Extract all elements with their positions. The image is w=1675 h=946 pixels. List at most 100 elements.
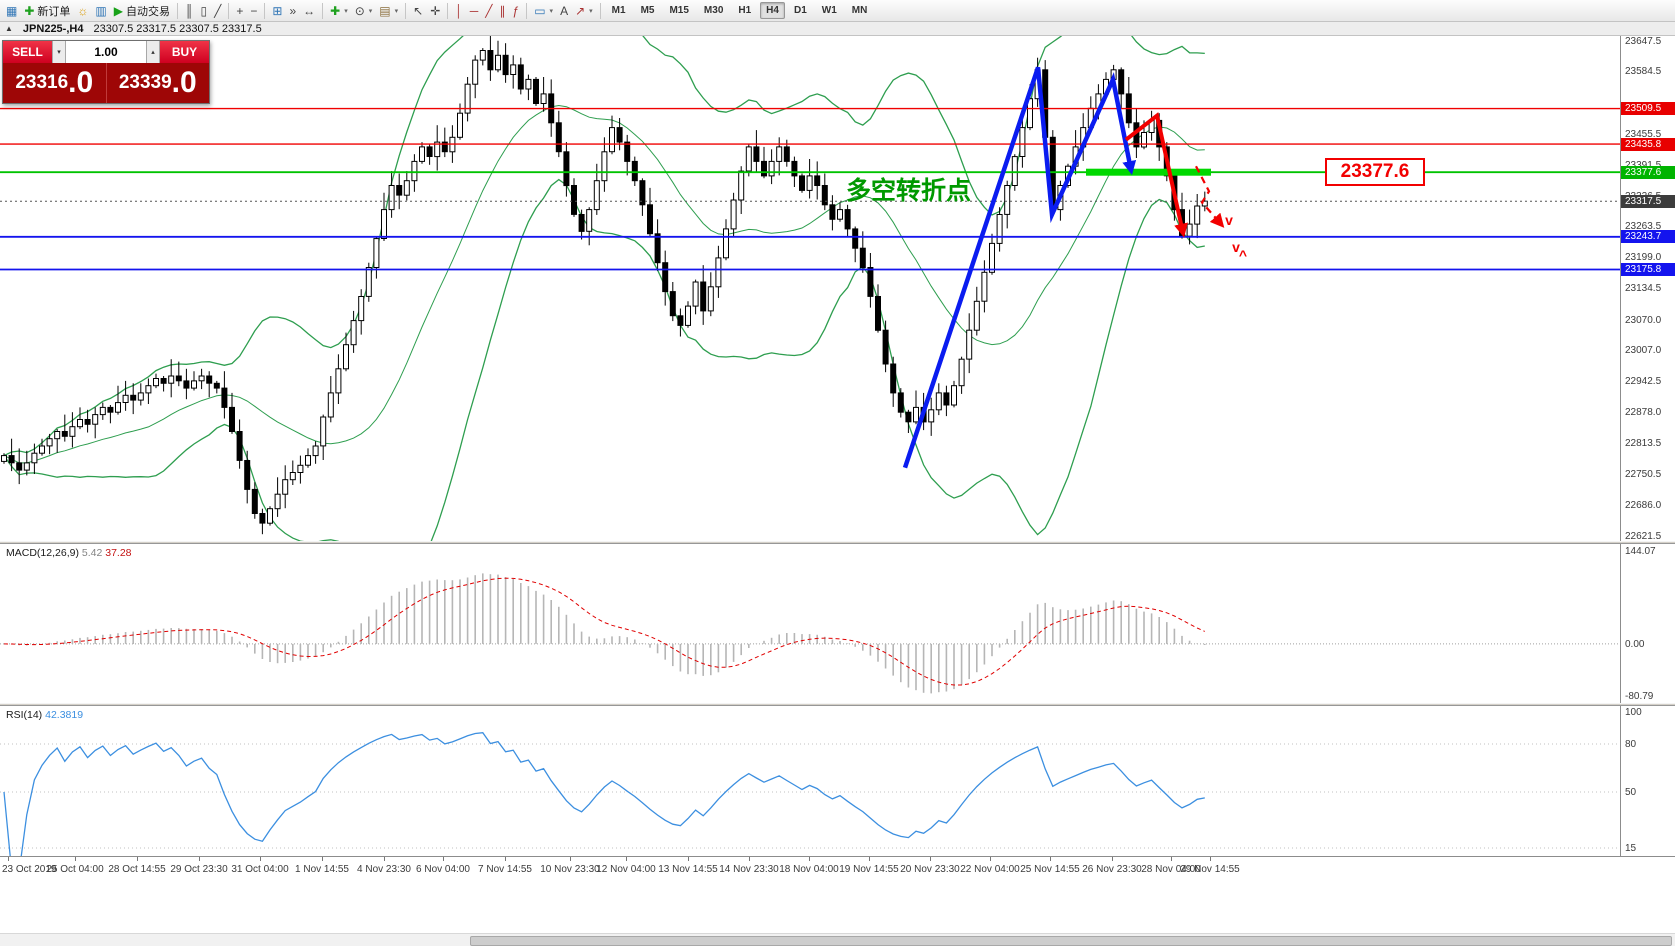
timeframe-m30-button[interactable]: M30	[703, 5, 724, 16]
channel-button[interactable]: ∥	[497, 2, 509, 20]
time-axis-label: 23 Oct 2019	[2, 864, 57, 875]
dropdown-arrow-icon: ▾	[589, 7, 593, 15]
rsi-axis-label: 100	[1625, 707, 1642, 718]
price-axis-label: 23134.5	[1625, 283, 1662, 295]
time-axis-label: 1 Nov 14:55	[295, 864, 349, 875]
price-tag: 23317.5	[1621, 194, 1675, 208]
bar-chart-button[interactable]: ║	[182, 2, 197, 20]
rsi-value: 42.3819	[45, 709, 84, 721]
macd-main-value: 5.42	[81, 547, 103, 559]
price-axis-label: 23455.5	[1625, 128, 1662, 140]
time-axis-label: 19 Nov 14:55	[839, 864, 899, 875]
scrollbar-thumb[interactable]	[470, 936, 1672, 946]
trendline-icon: ╱	[485, 3, 493, 18]
sell-button[interactable]: SELL	[3, 41, 52, 63]
time-axis-tick	[1210, 857, 1211, 861]
time-axis-label: 6 Nov 04:00	[416, 864, 470, 875]
data-window-button[interactable]: ▥	[92, 2, 109, 20]
macd-axis-label: -80.79	[1625, 691, 1654, 702]
time-axis-tick	[1171, 857, 1172, 861]
toolbar-separator	[322, 2, 324, 19]
horizontal-line-button[interactable]: ─	[467, 2, 482, 20]
auto-scroll-button[interactable]: »	[286, 2, 299, 20]
timeframe-mn-button[interactable]: MN	[851, 5, 868, 16]
one-click-trading-panel: SELL ▾ ▴ BUY 23316.0 23339.0	[2, 40, 210, 104]
zoom-out-button[interactable]: −	[247, 2, 260, 20]
time-axis-label: 12 Nov 04:00	[596, 864, 656, 875]
time-axis-label: 28 Nov 04:00	[1141, 864, 1201, 875]
zoom-in-icon: +	[236, 3, 244, 18]
time-axis-tick	[688, 857, 689, 861]
volume-decrease-button[interactable]: ▾	[52, 41, 66, 63]
expert-advisors-button[interactable]: ☼	[74, 2, 91, 20]
volume-increase-button[interactable]: ▴	[146, 41, 160, 63]
timeframe-m1-button[interactable]: M1	[611, 5, 626, 16]
chart-collapse-icon[interactable]: ▲	[5, 24, 13, 33]
shapes-button[interactable]: ▭ ▾	[531, 2, 556, 20]
timeframe-w1-button[interactable]: W1	[821, 5, 837, 16]
volume-input[interactable]	[66, 41, 146, 63]
candlestick-chart-button[interactable]: ▯	[198, 2, 211, 20]
indicators-icon: ✚	[330, 3, 341, 18]
price-axis-label: 23647.5	[1625, 36, 1662, 48]
time-axis-tick	[1112, 857, 1113, 861]
timeframe-m5-button[interactable]: M5	[640, 5, 655, 16]
macd-histogram	[3, 573, 1206, 694]
time-axis-tick	[626, 857, 627, 861]
time-axis[interactable]: 23 Oct 2019 25 Oct 04:00 28 Oct 14:55 29 Oc…	[0, 856, 1675, 884]
buy-price[interactable]: 23339.0	[107, 63, 210, 103]
time-axis-label: 29 Nov 14:55	[1180, 864, 1240, 875]
autotrading-icon: ▶	[113, 3, 123, 18]
macd-panel-canvas[interactable]	[0, 544, 1620, 703]
time-axis-tick	[930, 857, 931, 861]
trade-panel-controls: SELL ▾ ▴ BUY	[3, 41, 209, 63]
timeframe-h1-button[interactable]: H1	[738, 5, 752, 16]
time-axis-label: 25 Nov 14:55	[1020, 864, 1080, 875]
rsi-indicator-label: RSI(14) 42.3819	[6, 709, 83, 721]
price-axis[interactable]: 23647.523584.523455.523391.523326.523263…	[1620, 36, 1675, 856]
rsi-line	[3, 732, 1205, 856]
autotrading-button[interactable]: ▶ 自动交易	[111, 2, 173, 20]
red-chevron-mark: v	[1225, 212, 1233, 228]
tile-windows-button[interactable]: ⊞	[269, 2, 285, 20]
time-axis-tick	[137, 857, 138, 861]
cursor-button[interactable]: ↖	[410, 2, 426, 20]
price-axis-label: 22621.5	[1625, 530, 1662, 542]
zoom-in-button[interactable]: +	[233, 2, 246, 20]
timeframe-d1-button[interactable]: D1	[793, 5, 807, 16]
line-chart-button[interactable]: ╱	[211, 2, 224, 20]
periods-button[interactable]: ⊙ ▾	[352, 2, 376, 20]
crosshair-icon: ✛	[430, 3, 441, 18]
buy-button[interactable]: BUY	[160, 41, 209, 63]
rsi-axis-label: 15	[1625, 843, 1637, 854]
tile-windows-icon: ⊞	[272, 3, 283, 18]
price-axis-label: 22750.5	[1625, 468, 1662, 480]
arrows-button[interactable]: ↗ ▾	[572, 2, 596, 20]
new-order-button[interactable]: ✚ 新订单	[21, 2, 73, 20]
panel-divider[interactable]	[0, 703, 1675, 706]
panel-divider[interactable]	[0, 541, 1675, 544]
timeframe-m15-button[interactable]: M15	[669, 5, 689, 16]
rsi-panel-canvas[interactable]	[0, 706, 1620, 856]
crosshair-button[interactable]: ✛	[427, 2, 443, 20]
buy-price-frac: .0	[171, 66, 197, 99]
main-chart-canvas[interactable]: vv ^多空转折点	[0, 36, 1620, 541]
indicators-button[interactable]: ✚ ▾	[327, 2, 351, 20]
sell-price[interactable]: 23316.0	[3, 63, 107, 103]
chart-shift-button[interactable]: ↔	[300, 2, 318, 20]
symbol-period-label: JPN225-,H4	[22, 22, 84, 35]
fibonacci-button[interactable]: ƒ	[510, 2, 523, 20]
time-axis-tick	[505, 857, 506, 861]
trendline-button[interactable]: ╱	[482, 2, 495, 20]
price-axis-label: 22878.0	[1625, 407, 1662, 419]
new-order-button-label: 新订单	[37, 5, 71, 18]
new-chart-button[interactable]: ▦	[3, 2, 20, 20]
turning-point-label: 多空转折点	[846, 176, 971, 205]
time-axis-label: 28 Oct 14:55	[108, 864, 166, 875]
timeframe-h4-button[interactable]: H4	[760, 2, 785, 19]
vertical-line-button[interactable]: │	[452, 2, 466, 20]
price-axis-label: 23199.0	[1625, 252, 1662, 264]
text-label-button[interactable]: A	[557, 2, 571, 20]
sell-price-main: 23316	[15, 72, 69, 93]
templates-button[interactable]: ▤ ▾	[376, 2, 401, 20]
